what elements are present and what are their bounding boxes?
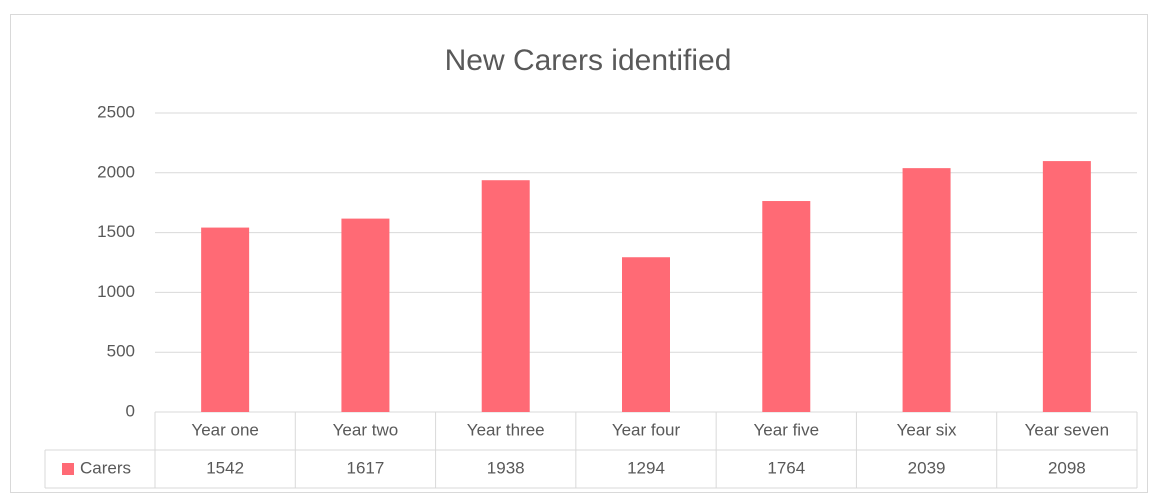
legend-key <box>62 463 74 475</box>
x-tick-label: Year seven <box>1025 420 1109 439</box>
bar <box>201 227 250 412</box>
x-tick-label: Year two <box>333 420 399 439</box>
bar <box>622 257 670 412</box>
y-tick-label: 0 <box>126 401 135 420</box>
legend-label: Carers <box>80 458 131 477</box>
bar <box>762 201 811 412</box>
table-value: 1294 <box>627 458 665 477</box>
y-tick-label: 1500 <box>97 222 135 241</box>
x-tick-label: Year one <box>191 420 258 439</box>
table-value: 2098 <box>1048 458 1086 477</box>
y-tick-label: 2500 <box>97 102 135 121</box>
bar <box>1042 161 1091 412</box>
table-value: 2039 <box>908 458 946 477</box>
y-tick-label: 1000 <box>97 282 135 301</box>
table-value: 1617 <box>347 458 385 477</box>
x-tick-label: Year four <box>612 420 681 439</box>
table-value: 1542 <box>206 458 244 477</box>
chart-border <box>10 14 1148 493</box>
bar <box>481 180 530 412</box>
x-tick-label: Year five <box>754 420 820 439</box>
bar <box>902 168 951 412</box>
y-tick-label: 500 <box>107 342 135 361</box>
x-tick-label: Year six <box>897 420 957 439</box>
y-tick-label: 2000 <box>97 162 135 181</box>
bar <box>341 218 390 412</box>
x-tick-label: Year three <box>467 420 545 439</box>
table-value: 1764 <box>767 458 805 477</box>
chart-title: New Carers identified <box>445 44 732 77</box>
table-value: 1938 <box>487 458 525 477</box>
